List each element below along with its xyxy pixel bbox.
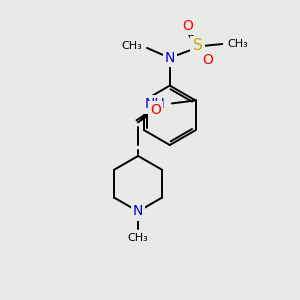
Text: CH₃: CH₃ bbox=[128, 233, 148, 243]
Text: S: S bbox=[193, 38, 202, 53]
Text: O: O bbox=[182, 19, 193, 33]
Text: O: O bbox=[151, 103, 161, 117]
Text: O: O bbox=[202, 53, 213, 67]
Text: N: N bbox=[133, 204, 143, 218]
Text: CH₃: CH₃ bbox=[227, 39, 248, 49]
Text: N: N bbox=[165, 51, 175, 65]
Text: NH: NH bbox=[145, 98, 166, 111]
Text: CH₃: CH₃ bbox=[121, 41, 142, 51]
